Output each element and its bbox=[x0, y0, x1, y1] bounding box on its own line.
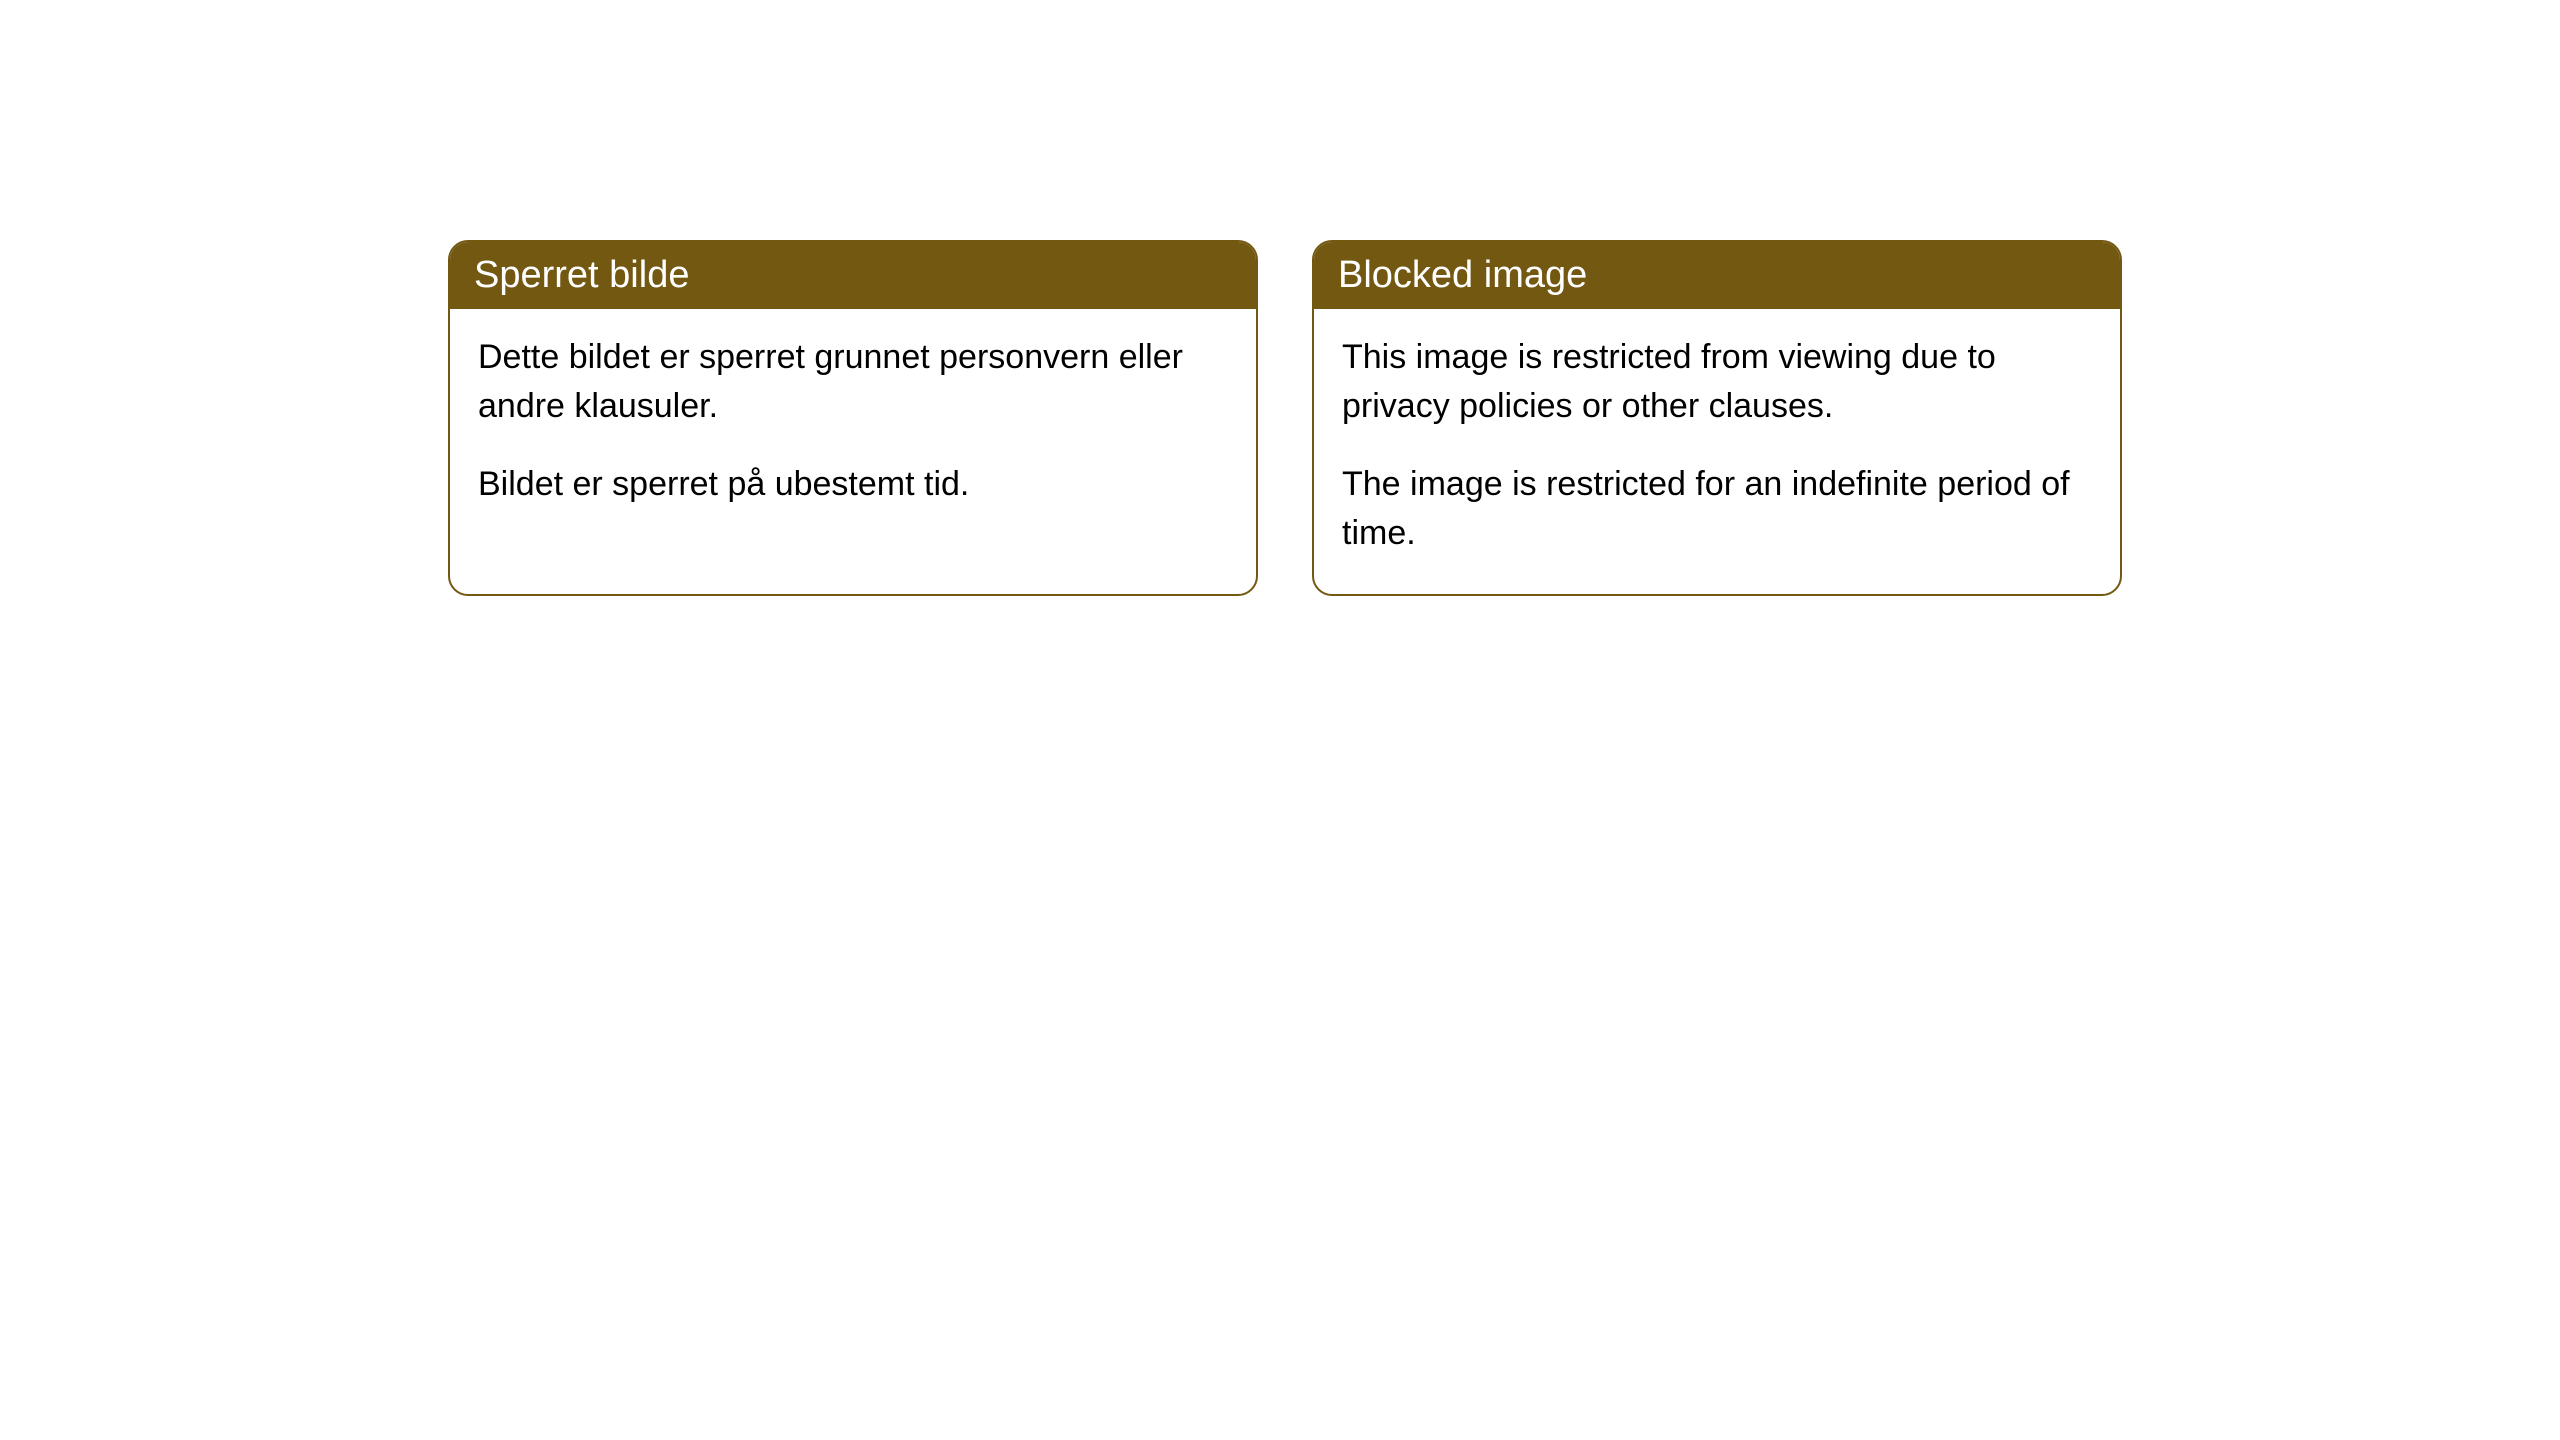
card-paragraph: This image is restricted from viewing du… bbox=[1342, 333, 2092, 432]
card-body: This image is restricted from viewing du… bbox=[1314, 309, 2120, 594]
card-title: Blocked image bbox=[1338, 254, 1587, 296]
card-paragraph: The image is restricted for an indefinit… bbox=[1342, 460, 2092, 559]
card-paragraph: Dette bildet er sperret grunnet personve… bbox=[478, 333, 1228, 432]
blocked-image-card-norwegian: Sperret bilde Dette bildet er sperret gr… bbox=[448, 240, 1258, 596]
card-paragraph: Bildet er sperret på ubestemt tid. bbox=[478, 460, 1228, 509]
card-header: Sperret bilde bbox=[450, 242, 1256, 309]
notice-cards-container: Sperret bilde Dette bildet er sperret gr… bbox=[448, 240, 2122, 596]
card-header: Blocked image bbox=[1314, 242, 2120, 309]
card-body: Dette bildet er sperret grunnet personve… bbox=[450, 309, 1256, 545]
card-title: Sperret bilde bbox=[474, 254, 689, 296]
blocked-image-card-english: Blocked image This image is restricted f… bbox=[1312, 240, 2122, 596]
